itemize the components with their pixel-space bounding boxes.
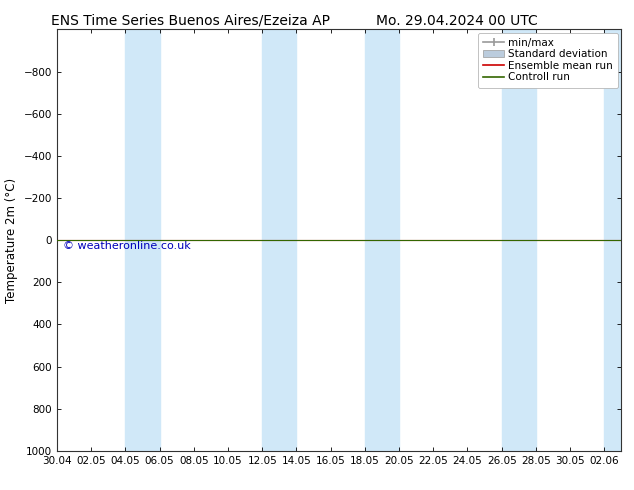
Text: Mo. 29.04.2024 00 UTC: Mo. 29.04.2024 00 UTC <box>375 14 538 28</box>
Text: ENS Time Series Buenos Aires/Ezeiza AP: ENS Time Series Buenos Aires/Ezeiza AP <box>51 14 330 28</box>
Text: © weatheronline.co.uk: © weatheronline.co.uk <box>63 242 190 251</box>
Bar <box>262 29 297 451</box>
Y-axis label: Temperature 2m (°C): Temperature 2m (°C) <box>5 177 18 303</box>
Bar <box>501 29 536 451</box>
Bar <box>604 29 634 451</box>
Bar <box>126 29 160 451</box>
Bar <box>365 29 399 451</box>
Legend: min/max, Standard deviation, Ensemble mean run, Controll run: min/max, Standard deviation, Ensemble me… <box>478 32 618 88</box>
